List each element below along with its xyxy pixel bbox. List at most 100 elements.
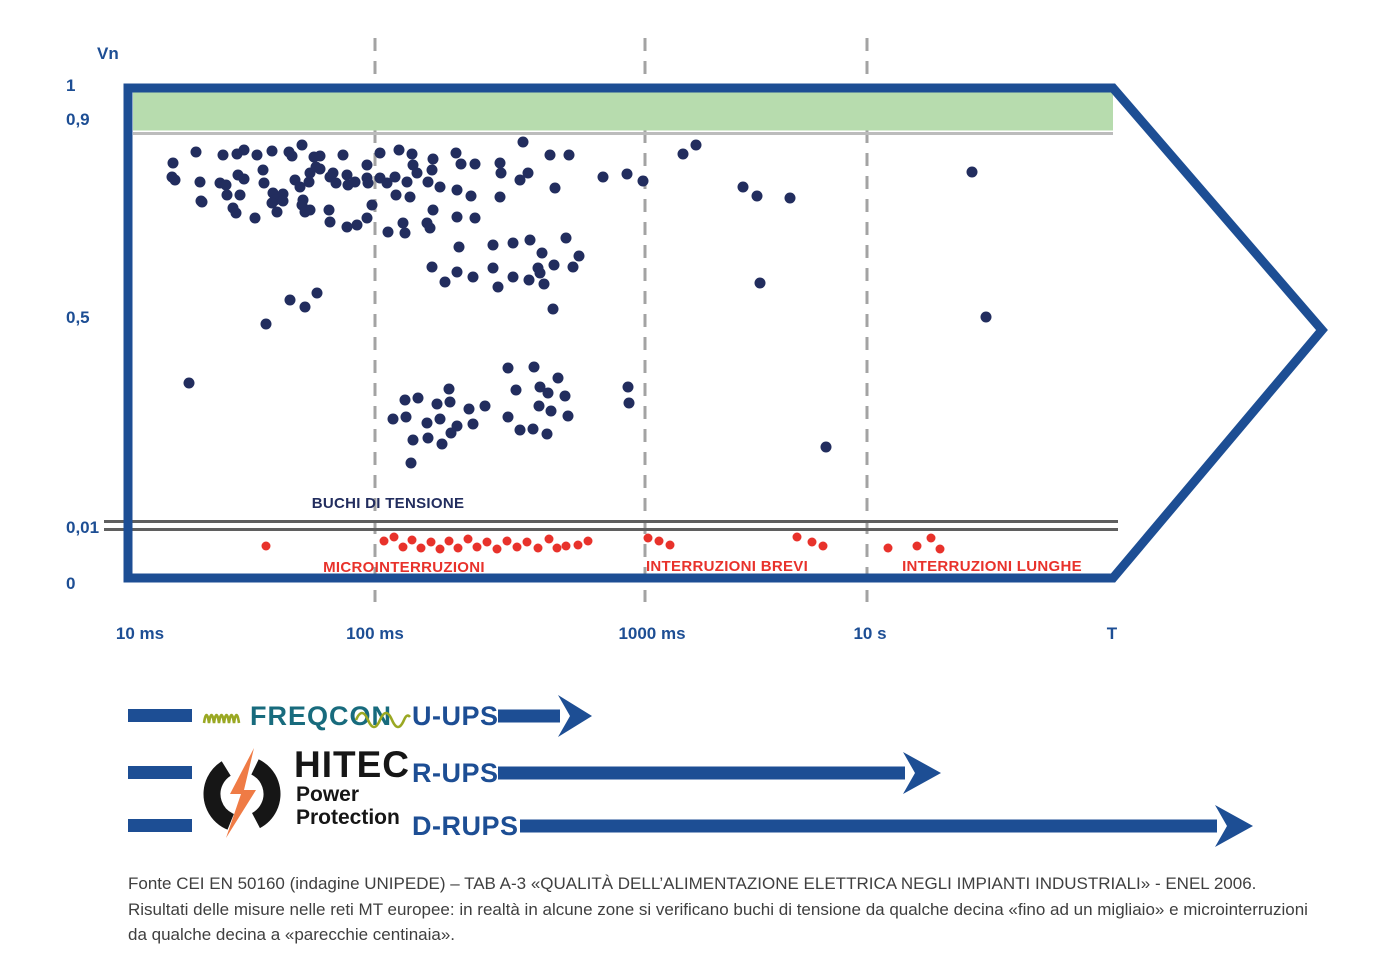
u-ups-range-arrow [498,695,592,737]
y-axis-title: Vn [97,44,119,63]
x-tick-label: 1000 ms [618,624,686,643]
data-point [545,405,557,417]
data-point [194,176,206,188]
data-point [560,232,572,244]
data-point [487,262,499,274]
data-point [495,167,507,179]
data-point [436,438,448,450]
data-point [427,204,439,216]
y-tick-label: 0,01 [66,518,100,537]
data-point [169,174,181,186]
data-point [502,362,514,374]
data-point [399,227,411,239]
data-point [234,189,246,201]
tolerance-band [133,92,1113,131]
data-point [389,532,399,542]
data-point [379,536,389,546]
data-point [349,176,361,188]
data-point [266,197,278,209]
data-point [424,222,436,234]
data-point [249,212,261,224]
hitec-logo-icon [203,748,281,838]
data-point [361,159,373,171]
data-point [296,139,308,151]
data-point [416,543,426,553]
freqcon-wave-left-icon [202,713,241,724]
data-point [784,192,796,204]
data-point [390,189,402,201]
data-point [502,536,512,546]
r-ups-label: R-UPS [412,758,499,788]
r-ups-range-start-dash [128,766,192,779]
d-rups-range-start-dash [128,819,192,832]
freqcon-logo-text: FREQCON [250,701,392,731]
data-point [284,294,296,306]
data-point [341,221,353,233]
data-point [463,403,475,415]
data-point [487,239,499,251]
data-point [230,207,242,219]
data-point [514,424,526,436]
plot-border-arrow [123,83,1328,583]
data-point [374,147,386,159]
data-point [261,541,271,551]
data-point [792,532,802,542]
data-point [583,536,593,546]
data-point [435,544,445,554]
data-point [522,167,534,179]
data-point [195,195,207,207]
y-tick-label: 1 [66,76,76,95]
freqcon-wave-right-icon [354,711,412,729]
data-point [404,191,416,203]
band-underline [133,132,1113,135]
data-point [366,199,378,211]
data-point [453,543,463,553]
data-point [552,543,562,553]
region-label: MICROINTERRUZIONI [323,559,485,576]
data-point [737,181,749,193]
data-point [238,173,250,185]
data-point [277,195,289,207]
data-point [818,541,828,551]
data-point [465,190,477,202]
data-point [258,177,270,189]
y-tick-label: 0,9 [66,110,90,129]
data-point [426,164,438,176]
data-point [220,179,232,191]
data-point [351,219,363,231]
data-point [271,206,283,218]
data-point [523,274,535,286]
data-point [434,181,446,193]
source-note-line3: da qualche decina a «parecchie centinaia… [128,925,456,944]
data-point [643,533,653,543]
data-point [167,157,179,169]
data-point [966,166,978,178]
u-ups-label: U-UPS [412,701,499,731]
data-point [622,381,634,393]
data-point [912,541,922,551]
data-point [548,259,560,271]
data-point [561,541,571,551]
data-point [492,544,502,554]
data-point [469,212,481,224]
data-point [479,400,491,412]
separator-line-bottom [104,528,1118,531]
region-label: INTERRUZIONI BREVI [645,558,809,575]
data-point [883,543,893,553]
data-point [426,537,436,547]
data-point [183,377,195,389]
data-point [512,542,522,552]
data-point [820,441,832,453]
data-point [400,411,412,423]
data-point [450,147,462,159]
data-point [467,271,479,283]
data-point [754,277,766,289]
data-point [552,372,564,384]
data-point [453,241,465,253]
data-point [401,176,413,188]
data-point [510,384,522,396]
x-tick-label: T [1106,624,1118,643]
data-point [538,278,550,290]
data-point [444,396,456,408]
